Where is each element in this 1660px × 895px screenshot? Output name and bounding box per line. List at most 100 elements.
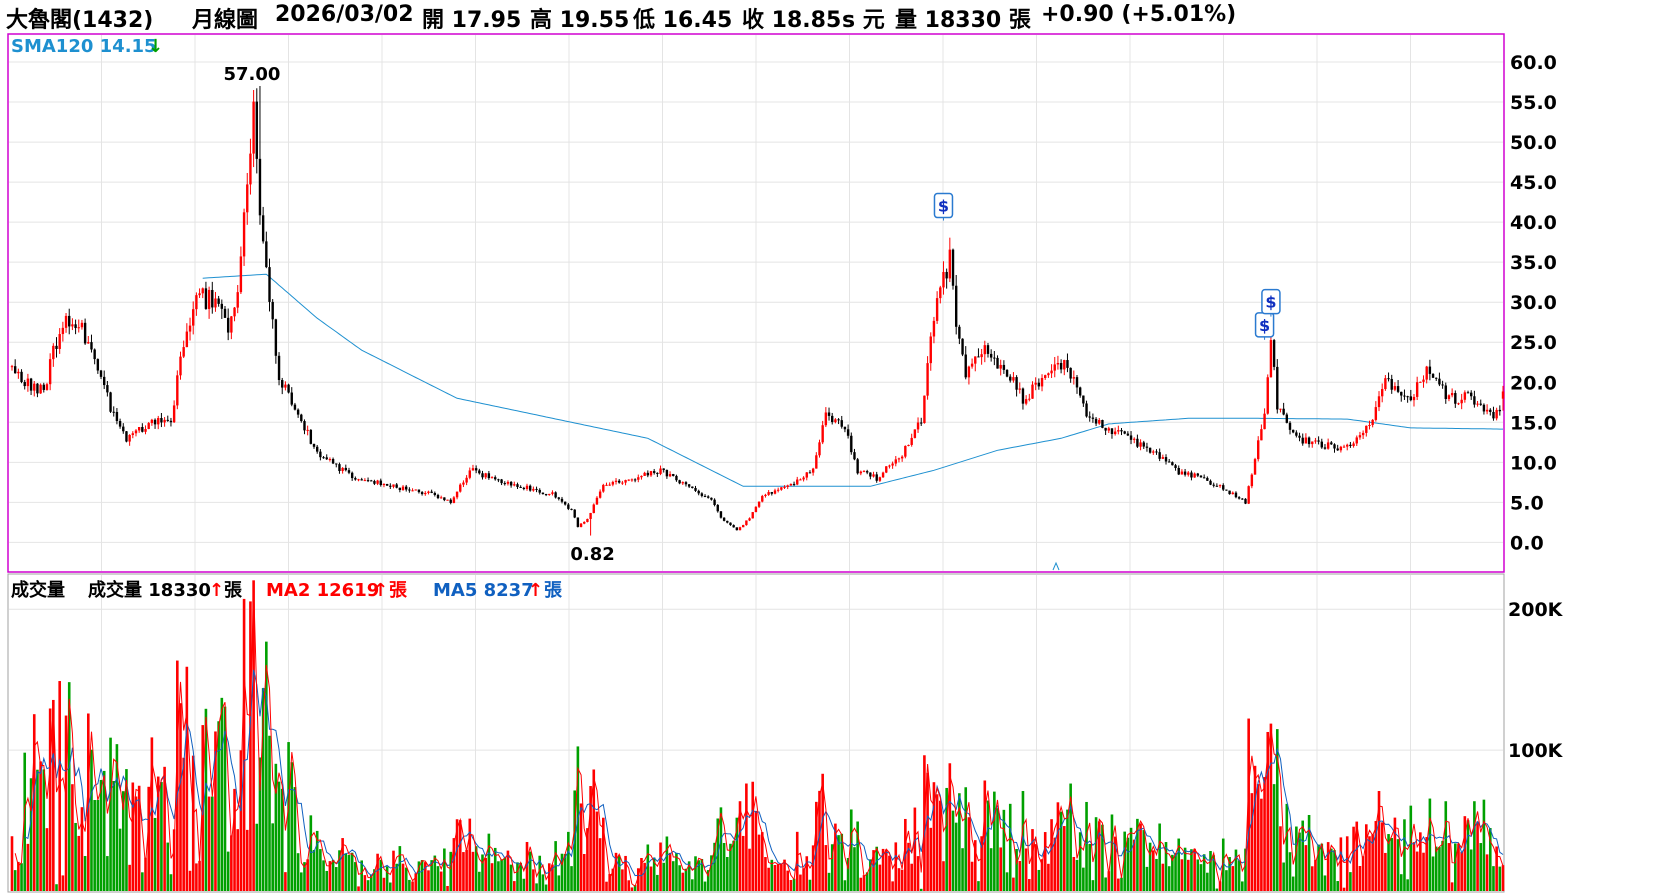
candle-body bbox=[1428, 366, 1432, 374]
candle-body bbox=[1260, 429, 1263, 441]
candle-body bbox=[1396, 386, 1400, 392]
candle-body bbox=[39, 384, 42, 394]
volume-bar bbox=[392, 850, 395, 891]
volume-bar bbox=[274, 763, 278, 891]
candle-body bbox=[1209, 480, 1212, 485]
candle-body bbox=[684, 482, 688, 485]
volume-bar bbox=[773, 864, 777, 891]
candle-body bbox=[1346, 444, 1349, 447]
candle-body bbox=[576, 517, 580, 527]
volume-bar bbox=[706, 870, 710, 891]
candle-body bbox=[366, 480, 370, 482]
volume-bar bbox=[430, 860, 433, 891]
volume-bar bbox=[1339, 837, 1343, 891]
volume-bar bbox=[1199, 864, 1203, 891]
candle-body bbox=[484, 473, 487, 478]
candle-body bbox=[722, 517, 726, 521]
volume-bar bbox=[795, 831, 799, 891]
volume-bar bbox=[55, 884, 58, 891]
volume-tick-label: 200K bbox=[1508, 599, 1564, 621]
candle-body bbox=[331, 459, 335, 464]
candle-body bbox=[789, 483, 793, 486]
volume-bar bbox=[141, 872, 144, 891]
candle-body bbox=[1126, 433, 1130, 436]
candle-body bbox=[1237, 497, 1241, 499]
volume-bar bbox=[299, 872, 303, 891]
dividend-markers[interactable]: $ $ $ bbox=[933, 192, 1281, 340]
ma2-line bbox=[14, 585, 1504, 888]
volume-bar bbox=[986, 800, 990, 891]
candle-body bbox=[494, 477, 497, 480]
candle-body bbox=[112, 411, 115, 413]
volume-bar bbox=[942, 861, 945, 891]
candle-body bbox=[780, 487, 783, 490]
volume-bar bbox=[1097, 821, 1101, 891]
volume-bar bbox=[258, 757, 262, 891]
volume-bar bbox=[217, 721, 220, 891]
period-label[interactable]: 月線圖 bbox=[192, 8, 259, 33]
candle-body bbox=[1066, 360, 1069, 368]
volume-bar bbox=[487, 833, 491, 891]
volume-bar bbox=[519, 862, 522, 891]
volume-bar bbox=[163, 766, 166, 891]
volume-bar bbox=[1247, 718, 1250, 891]
volume-bar bbox=[344, 853, 348, 891]
volume-bar bbox=[970, 861, 974, 891]
candle-body bbox=[315, 446, 319, 452]
volume-bar bbox=[869, 859, 872, 891]
candle-body bbox=[741, 525, 745, 528]
price-tick-label: 10.0 bbox=[1510, 452, 1557, 474]
volume-bar bbox=[347, 854, 351, 891]
candle-body bbox=[881, 472, 885, 478]
candle-body bbox=[920, 422, 923, 424]
volume-bar bbox=[926, 772, 929, 891]
candle-body bbox=[1018, 388, 1021, 390]
candle-body bbox=[1435, 377, 1438, 379]
volume-bar bbox=[1104, 877, 1107, 891]
volume-bar bbox=[525, 841, 529, 891]
candle-body bbox=[83, 322, 87, 344]
volume-bar bbox=[1320, 843, 1324, 891]
volume-bar bbox=[541, 874, 545, 891]
candle-body bbox=[61, 327, 65, 335]
candle-body bbox=[1136, 438, 1139, 447]
candle-body bbox=[1113, 431, 1117, 435]
candle-body bbox=[697, 490, 700, 494]
candle-body bbox=[541, 492, 545, 495]
volume-bar bbox=[544, 884, 548, 891]
open-price: 開 17.95 bbox=[422, 8, 522, 33]
volume-bar bbox=[1269, 723, 1273, 891]
volume-bar bbox=[1438, 847, 1441, 891]
candle-body bbox=[783, 486, 786, 488]
volume-bar bbox=[328, 861, 332, 891]
candle-body bbox=[1358, 435, 1362, 438]
candle-body bbox=[401, 486, 405, 491]
volume-bar bbox=[99, 779, 103, 891]
volume-bar bbox=[827, 872, 831, 891]
candle-body bbox=[1419, 381, 1422, 383]
volume-bar bbox=[48, 708, 52, 891]
candle-body bbox=[74, 324, 77, 329]
candle-body bbox=[1311, 441, 1314, 445]
volume-bar bbox=[446, 885, 449, 891]
candle-body bbox=[1295, 432, 1298, 436]
volume-bar bbox=[1364, 824, 1368, 891]
volume-bar bbox=[1310, 866, 1314, 891]
volume-bar bbox=[169, 874, 173, 891]
volume-bar bbox=[954, 822, 958, 891]
candle-body bbox=[831, 415, 834, 423]
candle-body bbox=[1098, 420, 1101, 424]
candle-body bbox=[395, 484, 398, 488]
candle-body bbox=[1336, 448, 1339, 451]
volume-bar bbox=[1145, 866, 1149, 891]
candle-body bbox=[1088, 416, 1091, 418]
volume-bar bbox=[420, 860, 424, 891]
volume-bar bbox=[528, 851, 532, 891]
volume-bar bbox=[312, 849, 316, 891]
candle-body bbox=[55, 345, 58, 349]
candle-body bbox=[192, 309, 195, 326]
volume-bar bbox=[226, 851, 230, 891]
volume-bar bbox=[1136, 818, 1139, 891]
volume-bar bbox=[176, 660, 179, 891]
